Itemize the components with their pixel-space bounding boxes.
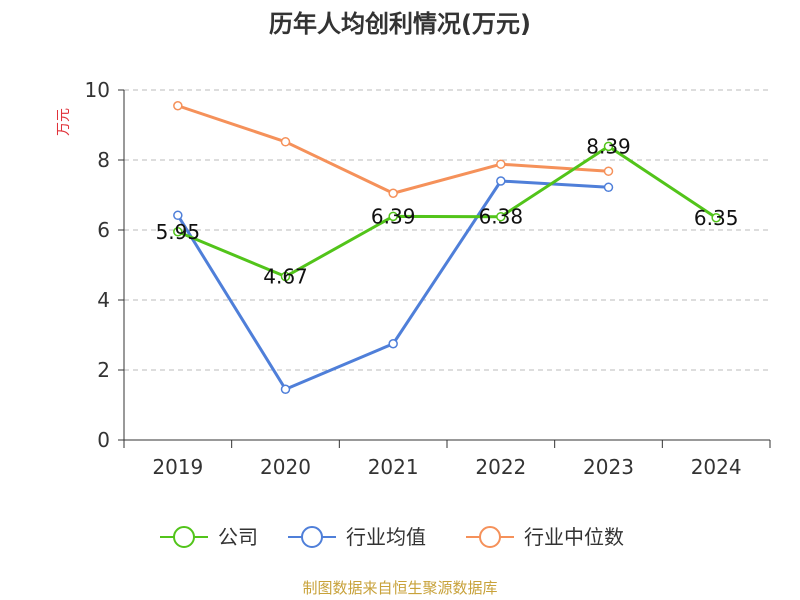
y-tick-label: 0 — [97, 428, 110, 452]
x-tick-label: 2024 — [691, 455, 742, 479]
data-label: 6.38 — [479, 205, 524, 229]
series-point — [280, 384, 291, 394]
data-label: 8.39 — [586, 134, 631, 158]
y-tick-label: 2 — [97, 358, 110, 382]
data-label: 5.95 — [156, 220, 201, 244]
series-lines — [173, 101, 721, 394]
x-tick-label: 2022 — [475, 455, 526, 479]
legend[interactable]: 公司 行业均值 行业中位数 — [160, 525, 624, 549]
series-point — [603, 141, 614, 152]
series-point — [603, 166, 614, 176]
legend-marker — [173, 526, 195, 548]
source-note: 制图数据来自恒生聚源数据库 — [302, 579, 497, 597]
series-point — [173, 210, 183, 221]
legend-label: 行业均值 — [346, 525, 426, 549]
data-labels: 5.95 4.67 6.39 6.38 8.39 6.35 — [156, 134, 739, 288]
legend-label: 公司 — [218, 525, 258, 549]
data-label: 4.67 — [263, 265, 308, 289]
legend-item[interactable]: 行业均值 — [288, 525, 426, 549]
series-point — [496, 159, 506, 169]
series-point — [173, 101, 183, 111]
series-point — [496, 211, 506, 222]
series-line — [177, 104, 609, 195]
data-label: 6.39 — [371, 204, 416, 228]
chart-title: 历年人均创利情况(万元) — [269, 10, 531, 38]
legend-label: 行业中位数 — [524, 525, 624, 549]
series-point — [711, 213, 721, 223]
y-tick-label: 8 — [97, 148, 110, 172]
legend-marker — [301, 526, 323, 548]
legend-item[interactable]: 行业中位数 — [466, 525, 624, 549]
series-point — [388, 211, 398, 222]
series-point — [280, 271, 291, 282]
series-point — [173, 227, 183, 237]
legend-marker — [479, 526, 501, 548]
x-tick-label: 2019 — [152, 455, 203, 479]
series-point — [388, 188, 398, 198]
y-tick-label: 6 — [97, 218, 110, 242]
legend-item[interactable]: 公司 — [160, 525, 258, 549]
axes: 0 2 4 6 8 10 2019 2020 2021 2022 2023 2024 — [85, 78, 771, 479]
series-point — [603, 182, 614, 193]
grid-lines — [124, 89, 770, 371]
series-point — [496, 176, 506, 186]
x-tick-label: 2021 — [368, 455, 419, 479]
y-axis-label: 万元 — [56, 108, 72, 136]
y-tick-label: 10 — [85, 78, 110, 102]
series-line — [177, 144, 717, 279]
x-tick-label: 2023 — [583, 455, 634, 479]
series-point — [280, 137, 291, 147]
series-point — [388, 339, 398, 349]
x-tick-label: 2020 — [260, 455, 311, 479]
data-label: 6.35 — [694, 206, 739, 230]
y-tick-label: 4 — [97, 288, 110, 312]
